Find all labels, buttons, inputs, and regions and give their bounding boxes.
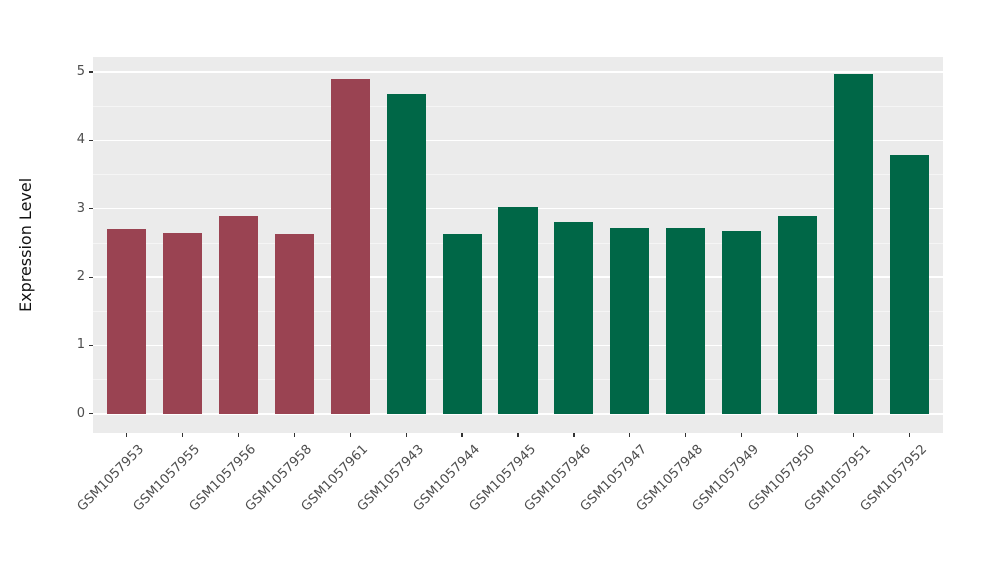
gridline-minor	[93, 105, 943, 107]
bar-GSM1057953	[106, 229, 147, 414]
bar-GSM1057952	[889, 155, 930, 414]
x-tick	[852, 433, 855, 437]
bar-GSM1057956	[218, 216, 258, 414]
y-axis-title: Expression Level	[16, 177, 35, 313]
x-tick	[461, 433, 463, 437]
x-tick	[125, 433, 128, 437]
x-tick	[741, 433, 743, 437]
bar-GSM1057944	[442, 234, 482, 414]
bar-GSM1057947	[610, 227, 650, 414]
bar-GSM1057951	[833, 74, 874, 414]
x-tick	[293, 433, 295, 437]
x-tick	[797, 433, 799, 437]
bar-GSM1057948	[666, 227, 706, 414]
x-tick	[405, 433, 407, 437]
x-tick	[517, 433, 519, 437]
gridline-major	[93, 139, 943, 142]
bar-GSM1057946	[554, 221, 594, 414]
y-tick-label: 1	[76, 337, 85, 353]
x-tick	[349, 433, 351, 437]
y-tick-label: 5	[76, 64, 85, 80]
gridline-minor	[93, 174, 943, 176]
y-tick	[88, 413, 93, 415]
x-tick	[181, 433, 184, 437]
bar-GSM1057945	[498, 207, 538, 414]
bar-GSM1057949	[722, 230, 762, 414]
y-tick-label: 2	[76, 269, 85, 285]
bar-GSM1057961	[330, 78, 370, 414]
y-tick-label: 3	[76, 200, 85, 216]
y-tick-label: 4	[76, 132, 85, 148]
x-tick	[685, 433, 687, 437]
x-tick	[237, 433, 239, 437]
y-tick	[88, 139, 93, 141]
bar-GSM1057950	[778, 215, 818, 414]
plot-panel	[93, 57, 943, 433]
bar-GSM1057955	[162, 233, 203, 414]
bar-GSM1057958	[274, 234, 314, 414]
y-tick	[88, 276, 93, 278]
y-tick	[88, 71, 93, 73]
y-tick	[88, 208, 93, 210]
x-tick	[908, 433, 911, 437]
bar-GSM1057943	[386, 93, 426, 414]
x-tick	[573, 433, 575, 437]
y-tick-label: 0	[76, 405, 85, 421]
x-tick	[629, 433, 631, 437]
y-tick	[88, 344, 93, 347]
gridline-major	[93, 71, 943, 73]
